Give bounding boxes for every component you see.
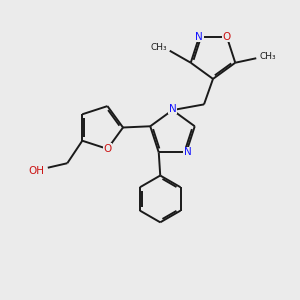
Text: N: N [169, 103, 176, 114]
Text: OH: OH [29, 166, 45, 176]
Text: CH₃: CH₃ [151, 43, 168, 52]
Text: O: O [223, 32, 231, 42]
Text: N: N [195, 32, 203, 42]
Text: O: O [103, 144, 112, 154]
Text: CH₃: CH₃ [259, 52, 276, 61]
Text: N: N [184, 147, 192, 158]
